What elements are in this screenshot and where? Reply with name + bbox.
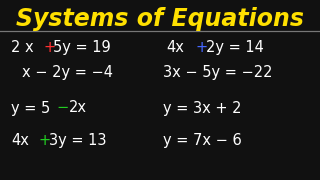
Text: Systems of Equations: Systems of Equations	[16, 7, 304, 31]
Text: y = 5: y = 5	[11, 100, 51, 116]
Text: y = 3x + 2: y = 3x + 2	[163, 100, 242, 116]
Text: x − 2y = −4: x − 2y = −4	[22, 64, 113, 80]
Text: −: −	[56, 100, 68, 116]
Text: 5y = 19: 5y = 19	[53, 40, 110, 55]
Text: +: +	[195, 40, 207, 55]
Text: 3x − 5y = −22: 3x − 5y = −22	[163, 64, 273, 80]
Text: 4x: 4x	[166, 40, 184, 55]
Text: +: +	[43, 40, 55, 55]
Text: y = 7x − 6: y = 7x − 6	[163, 133, 242, 148]
Text: 2x: 2x	[69, 100, 87, 116]
Text: 3y = 13: 3y = 13	[49, 133, 107, 148]
Text: 4x: 4x	[11, 133, 29, 148]
Text: 2 x: 2 x	[11, 40, 34, 55]
Text: +: +	[38, 133, 51, 148]
Text: 2y = 14: 2y = 14	[206, 40, 264, 55]
